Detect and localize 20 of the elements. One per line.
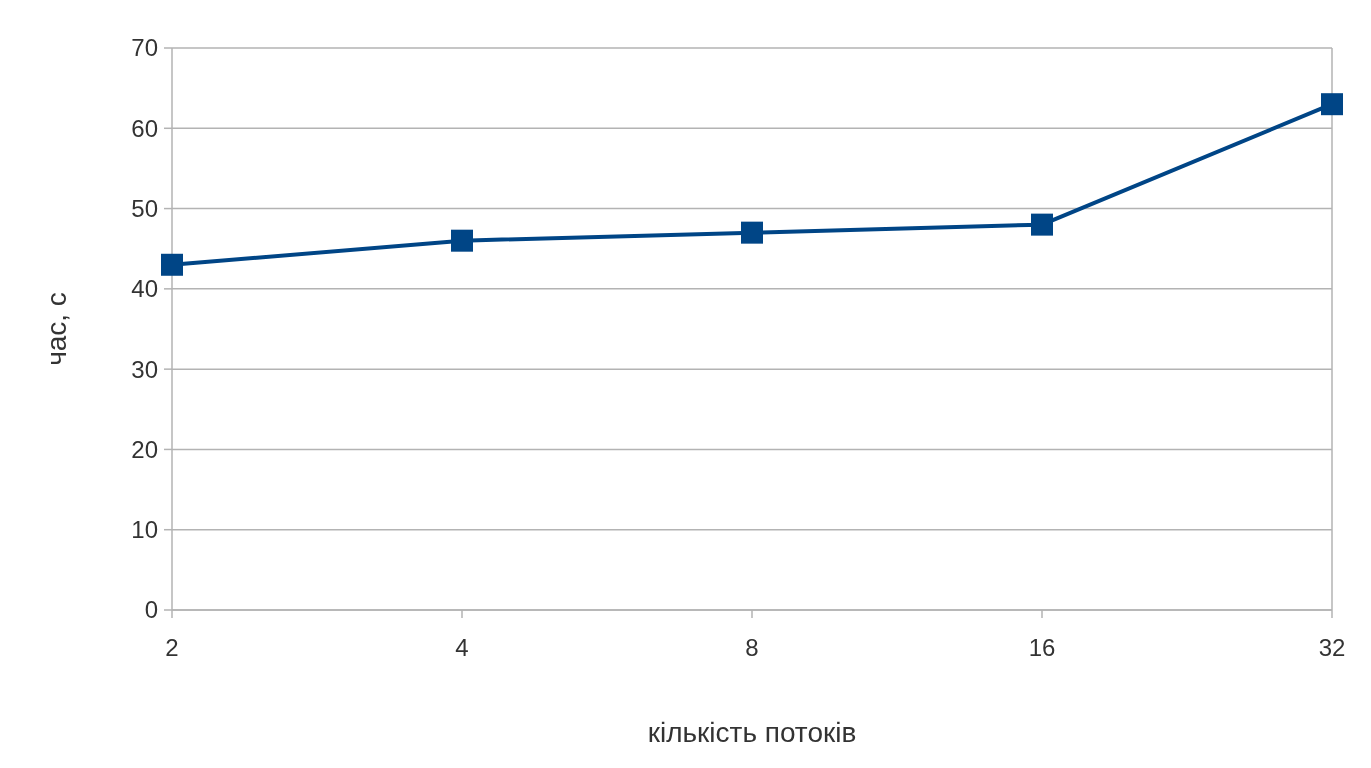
point: [1031, 213, 1053, 236]
point: [161, 253, 183, 276]
x-tick-label: 2: [165, 634, 179, 661]
point: [451, 229, 473, 252]
point: [1321, 93, 1343, 116]
y-tick-label: 70: [131, 34, 158, 62]
x-axis-title: кількість потоків: [647, 717, 857, 748]
y-tick-label: 10: [131, 516, 158, 544]
y-axis-title: час, с: [41, 292, 72, 366]
y-tick-label: 60: [131, 114, 158, 142]
y-tick-label: 20: [131, 435, 158, 463]
x-tick-label: 32: [1318, 634, 1346, 661]
y-tick-label: 0: [144, 596, 158, 624]
x-tick-label: 4: [455, 634, 469, 661]
y-tick-label: 30: [131, 355, 158, 383]
point: [741, 221, 763, 244]
x-tick-label: 8: [745, 634, 759, 661]
y-tick-label: 50: [131, 194, 158, 222]
x-tick-label: 16: [1028, 634, 1056, 661]
y-tick-label: 40: [131, 275, 158, 303]
